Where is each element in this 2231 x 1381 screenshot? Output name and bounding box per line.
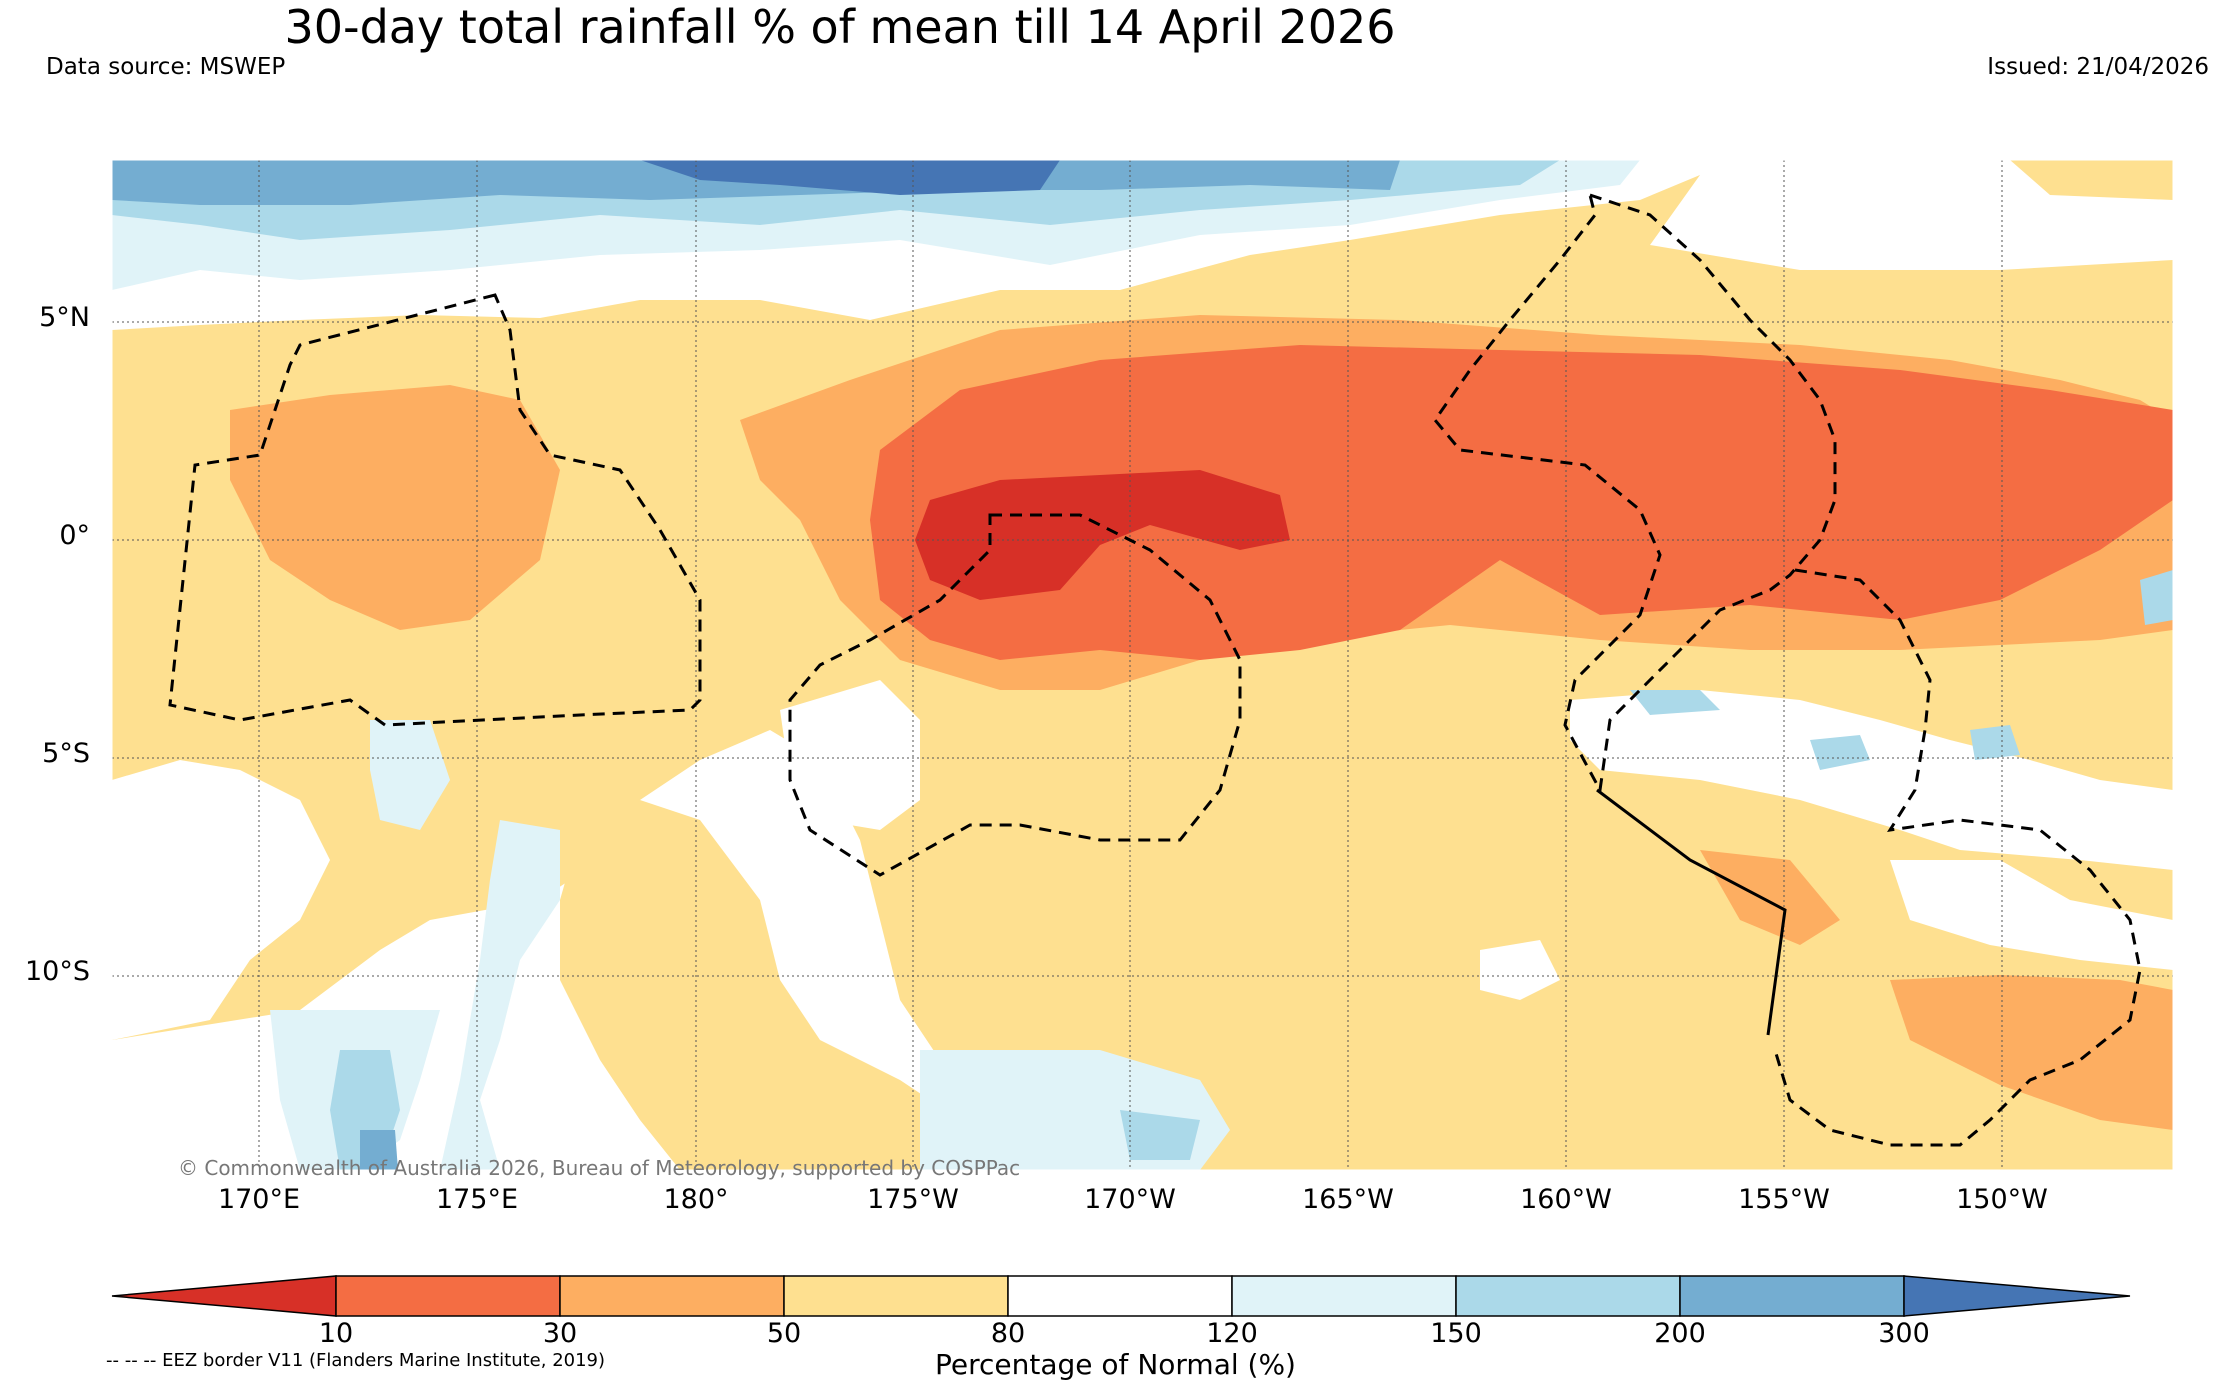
lon-label-180: 180° [663,1184,729,1215]
colorbar-80-120 [1007,1275,1233,1317]
map-gridlines [112,160,2173,1170]
lon-label-150w: 150°W [1956,1184,2048,1215]
field-30-50-southeast [1890,975,2173,1130]
map-frame [111,159,2174,1171]
lat-label-5n: 5°N [39,302,90,333]
colorbar-over [1903,1275,2131,1317]
colorbar-50-80 [783,1275,1009,1317]
colorbar-title: Percentage of Normal (%) [935,1348,1296,1381]
colorbar-10-30 [335,1275,561,1317]
rainfall-field [112,160,2173,1170]
lon-label-170e: 170°E [217,1184,301,1215]
field-normal-s1 [780,680,920,830]
lon-label-175w: 175°W [867,1184,959,1215]
field-normal-se [1570,690,2173,870]
field-wet-patch-2 [440,820,560,1170]
field-over-300 [640,160,1060,195]
solid-boundary-line [1596,788,1787,1036]
colorbar-tick-200: 200 [1654,1318,1706,1349]
lon-label-170w: 170°W [1084,1184,1176,1215]
data-source-label: Data source: MSWEP [46,54,286,80]
colorbar-200-300 [1679,1275,1905,1317]
colorbar-tick-50: 50 [766,1318,802,1349]
field-wet-patch-7 [1120,1110,1200,1160]
field-wet-patch-5 [360,1130,398,1170]
field-wet-patch-1 [370,720,450,830]
colorbar-tick-30: 30 [542,1318,578,1349]
colorbar-tick-10: 10 [318,1318,354,1349]
issued-date-label: Issued: 21/04/2026 [1987,54,2209,80]
colorbar-150-200 [1455,1275,1681,1317]
colorbar-tick-80: 80 [990,1318,1026,1349]
field-wet-patch-10 [1970,725,2020,760]
lat-label-5s: 5°S [42,738,90,769]
field-wet-patch-9 [1810,735,1870,770]
map-title: 30-day total rainfall % of mean till 14 … [284,0,1396,54]
lat-label-0: 0° [59,520,90,551]
field-wet-patch-8 [1630,690,1720,715]
lon-label-155w: 155°W [1738,1184,1830,1215]
field-normal-patch [1480,940,1560,1000]
colorbar-tick-150: 150 [1430,1318,1482,1349]
field-30-50-south [1700,850,1840,945]
lon-label-160w: 160°W [1520,1184,1612,1215]
colorbar [111,1275,2131,1317]
copyright-notice: © Commonwealth of Australia 2026, Bureau… [178,1156,1021,1180]
field-normal-se2 [1890,860,2173,970]
colorbar-tick-300: 300 [1878,1318,1930,1349]
field-under-10 [915,470,1290,600]
field-wet-patch-11 [2140,570,2173,625]
field-normal-ne [1650,175,2173,270]
colorbar-120-150 [1231,1275,1457,1317]
colorbar-tick-120: 120 [1206,1318,1258,1349]
field-sw-dry [560,800,1000,1170]
lat-label-10s: 10°S [25,956,90,987]
field-10-30 [870,345,2173,660]
eez-borders [168,192,2142,1147]
lon-label-175e: 175°E [435,1184,519,1215]
lon-label-165w: 165°W [1302,1184,1394,1215]
colorbar-30-50 [559,1275,785,1317]
field-normal-sw-1 [112,760,330,1040]
eez-legend-note: -- -- -- EEZ border V11 (Flanders Marine… [106,1350,606,1371]
field-ne-dry [2010,160,2173,200]
colorbar-under [111,1275,337,1317]
